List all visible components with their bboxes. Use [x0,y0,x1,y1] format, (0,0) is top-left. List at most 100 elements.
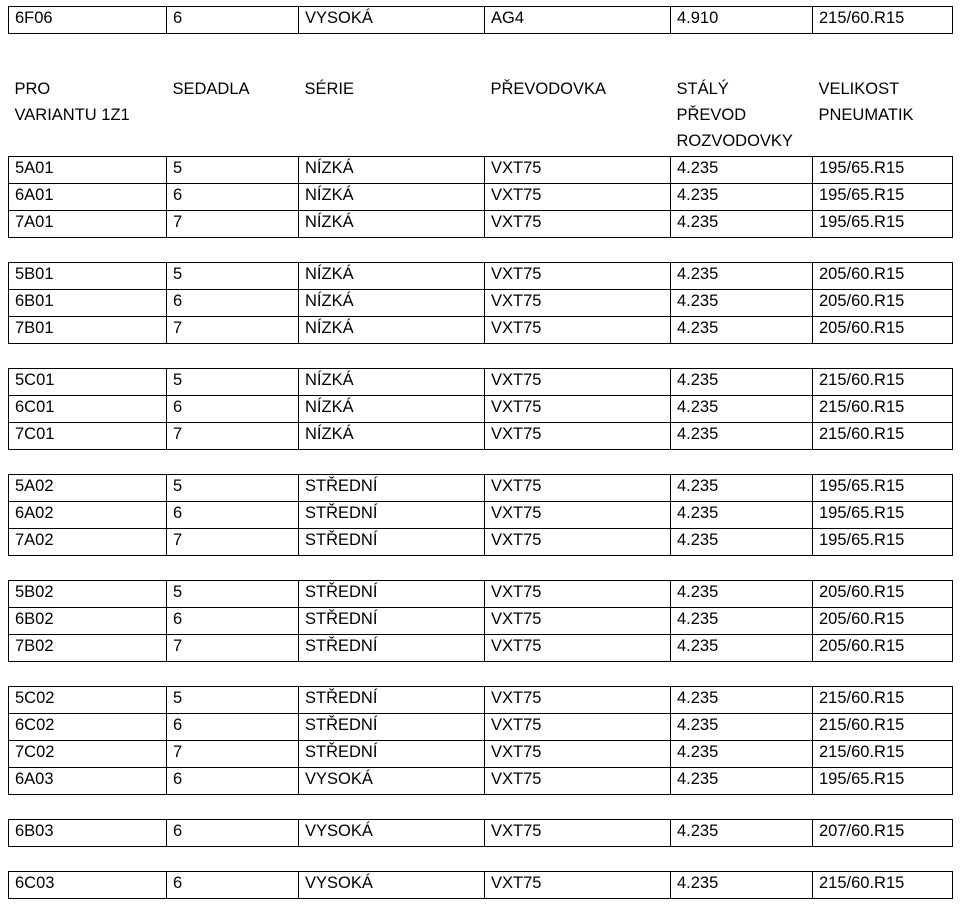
spacer-row [9,556,953,581]
table-row: 7C017NÍZKÁVXT754.235215/60.R15 [9,423,953,450]
cell: 4.235 [671,529,813,556]
spacer-row [9,662,953,687]
cell: VXT75 [485,872,671,899]
cell: 215/60.R15 [813,423,953,450]
table-row: 7B027STŘEDNÍVXT754.235205/60.R15 [9,635,953,662]
header-cell: ROZVODOVKY [671,130,813,157]
cell: VXT75 [485,317,671,344]
cell: 6 [167,820,299,847]
top-table: 6F06 6 VYSOKÁ AG4 4.910 215/60.R15 [8,6,953,34]
table-row: 6C036VYSOKÁVXT754.235215/60.R15 [9,872,953,899]
cell: 4.235 [671,211,813,238]
cell: 7A02 [9,529,167,556]
table-row: 6C016NÍZKÁVXT754.235215/60.R15 [9,396,953,423]
cell: 215/60.R15 [813,369,953,396]
table-row: 7A017NÍZKÁVXT754.235195/65.R15 [9,211,953,238]
cell: VYSOKÁ [299,820,485,847]
cell: VXT75 [485,263,671,290]
cell: VXT75 [485,820,671,847]
cell: 4.235 [671,396,813,423]
cell: NÍZKÁ [299,184,485,211]
cell: 207/60.R15 [813,820,953,847]
cell: 7 [167,741,299,768]
cell: VXT75 [485,475,671,502]
spacer-cell [9,344,953,369]
cell: 195/65.R15 [813,157,953,184]
table-row: 5C015NÍZKÁVXT754.235215/60.R15 [9,369,953,396]
cell: STŘEDNÍ [299,608,485,635]
cell: 205/60.R15 [813,608,953,635]
cell: 6 [167,608,299,635]
table-row: 7B017NÍZKÁVXT754.235205/60.R15 [9,317,953,344]
cell: VXT75 [485,608,671,635]
cell: NÍZKÁ [299,263,485,290]
cell: 5B01 [9,263,167,290]
cell: 5 [167,157,299,184]
cell: STŘEDNÍ [299,687,485,714]
cell: 4.235 [671,475,813,502]
table-row: 6C026STŘEDNÍVXT754.235215/60.R15 [9,714,953,741]
cell: 6F06 [9,7,167,34]
cell: STŘEDNÍ [299,714,485,741]
cell: VXT75 [485,529,671,556]
cell: 4.910 [671,7,813,34]
header-cell: PRO [9,78,167,104]
table-row: 5C025STŘEDNÍVXT754.235215/60.R15 [9,687,953,714]
cell: 4.235 [671,581,813,608]
cell: VYSOKÁ [299,7,485,34]
cell: 6 [167,290,299,317]
cell: 6 [167,184,299,211]
header-row: ROZVODOVKY [9,130,953,157]
cell: 4.235 [671,317,813,344]
table-row: 6A026STŘEDNÍVXT754.235195/65.R15 [9,502,953,529]
header-row: PRO SEDADLA SÉRIE PŘEVODOVKA STÁLÝ VELIK… [9,78,953,104]
cell: 5A02 [9,475,167,502]
cell: VXT75 [485,581,671,608]
cell: NÍZKÁ [299,423,485,450]
cell: 4.235 [671,687,813,714]
table-row: 6B036VYSOKÁVXT754.235207/60.R15 [9,820,953,847]
cell: STŘEDNÍ [299,502,485,529]
cell: 6A02 [9,502,167,529]
cell: 205/60.R15 [813,317,953,344]
cell: 5B02 [9,581,167,608]
cell: 4.235 [671,423,813,450]
cell: 215/60.R15 [813,714,953,741]
header-cell: VELIKOST [813,78,953,104]
cell: VXT75 [485,741,671,768]
main-table: PRO SEDADLA SÉRIE PŘEVODOVKA STÁLÝ VELIK… [8,78,953,899]
cell: 215/60.R15 [813,687,953,714]
gap [8,34,952,78]
cell: 4.235 [671,157,813,184]
header-cell [485,130,671,157]
cell: 4.235 [671,741,813,768]
cell: 6C01 [9,396,167,423]
table-row: 6B016NÍZKÁVXT754.235205/60.R15 [9,290,953,317]
cell: NÍZKÁ [299,211,485,238]
cell: 6 [167,502,299,529]
table-row: 6A016NÍZKÁVXT754.235195/65.R15 [9,184,953,211]
cell: 7 [167,317,299,344]
cell: VXT75 [485,290,671,317]
spacer-cell [9,795,953,820]
cell: VXT75 [485,768,671,795]
cell: 5C01 [9,369,167,396]
cell: 195/65.R15 [813,211,953,238]
cell: 6C02 [9,714,167,741]
header-cell: PŘEVOD [671,104,813,130]
header-row: VARIANTU 1Z1 PŘEVOD PNEUMATIK [9,104,953,130]
table-row: 7C027STŘEDNÍVXT754.235215/60.R15 [9,741,953,768]
header-cell: SEDADLA [167,78,299,104]
cell: VXT75 [485,423,671,450]
cell: 6A03 [9,768,167,795]
cell: 5 [167,475,299,502]
cell: NÍZKÁ [299,369,485,396]
cell: STŘEDNÍ [299,529,485,556]
cell: VXT75 [485,184,671,211]
spacer-row [9,344,953,369]
spacer-row [9,238,953,263]
cell: 215/60.R15 [813,7,953,34]
cell: 5 [167,369,299,396]
cell: 4.235 [671,263,813,290]
cell: 4.235 [671,635,813,662]
